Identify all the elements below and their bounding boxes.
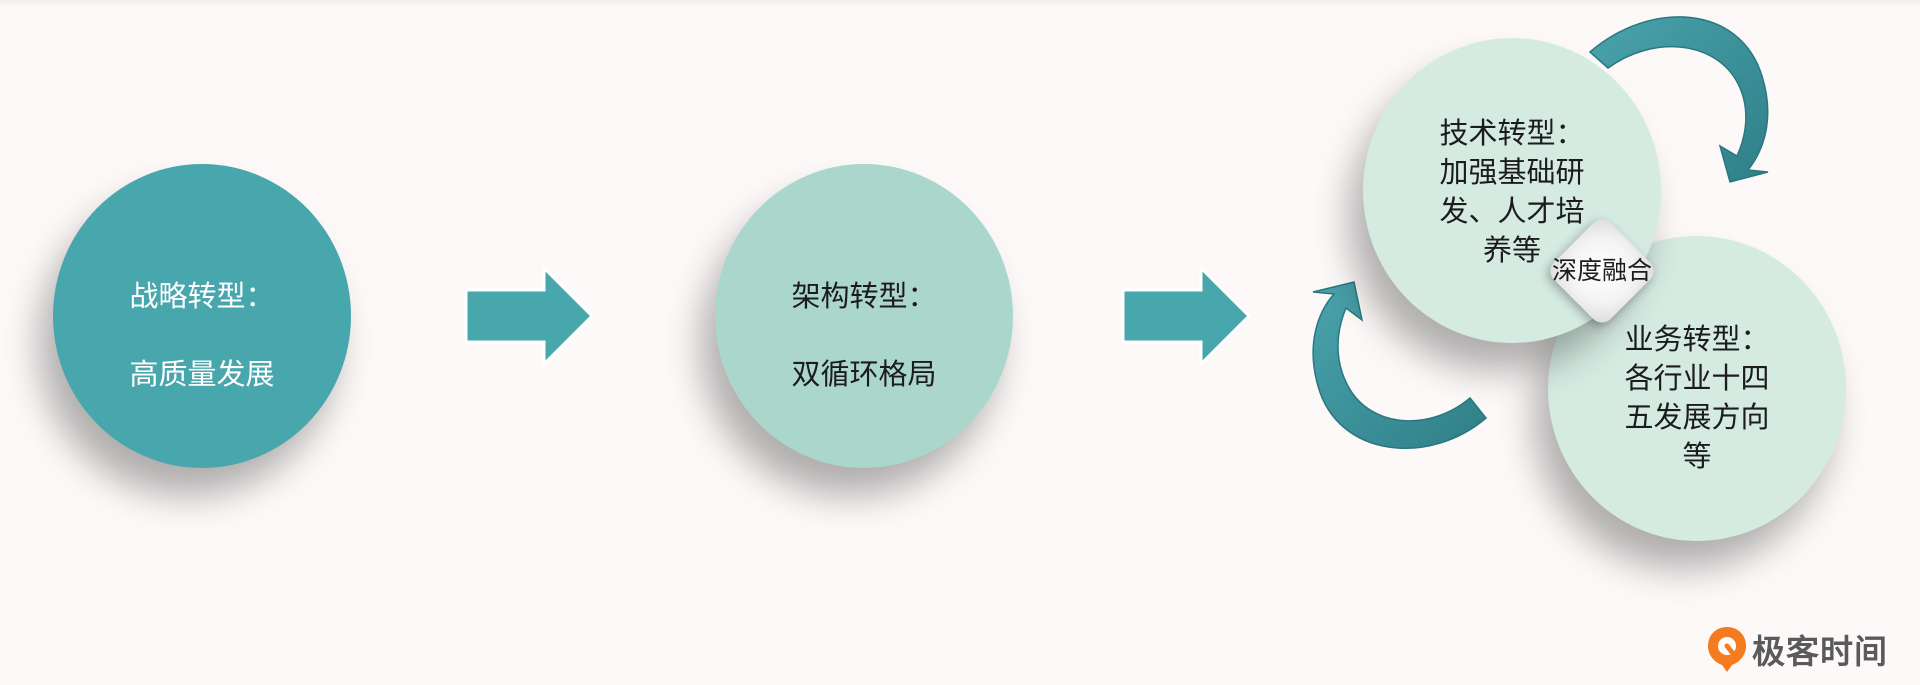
logo-text: 极客时间 — [1752, 632, 1888, 671]
branch-text: 技术转型： 加强基础研 发、人才培 养等 — [1439, 115, 1585, 267]
top-divider — [0, 0, 1920, 6]
curved-arrow-bottom-icon — [1312, 281, 1488, 449]
stage-body: 双循环格局 — [791, 357, 937, 391]
stage-title: 战略转型： — [129, 279, 275, 313]
stage-title: 架构转型： — [791, 279, 937, 313]
curved-arrow-top-icon — [1588, 16, 1769, 183]
right-arrow-icon — [464, 268, 594, 368]
branch-circle-technology: 技术转型： 加强基础研 发、人才培 养等 — [1363, 38, 1661, 343]
brand-logo: 极客时间 — [1706, 624, 1888, 674]
stage-circle-architecture: 架构转型： 双循环格局 — [715, 164, 1013, 468]
stage-circle-strategy: 战略转型： 高质量发展 — [53, 164, 351, 468]
merge-label: 深度融合 — [1551, 256, 1652, 285]
stage-body: 高质量发展 — [129, 357, 275, 391]
branch-text: 业务转型： 各行业十四 五发展方向 等 — [1624, 321, 1770, 473]
geektime-logo-icon — [1708, 627, 1746, 672]
right-arrow-icon — [1121, 268, 1251, 368]
